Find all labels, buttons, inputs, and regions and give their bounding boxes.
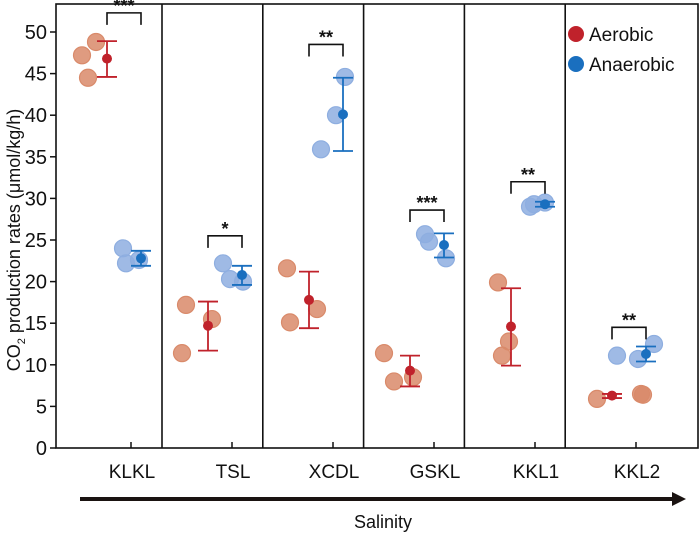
data-point: [488, 273, 508, 292]
y-tick-label: 45: [25, 64, 47, 86]
x-axis: KLKL TSL XCDL GSKL KKL1 KKL2: [109, 442, 660, 483]
data-point: [213, 254, 233, 273]
x-tick-label: XCDL: [309, 462, 360, 483]
data-point: [280, 313, 300, 332]
y-axis-title-post: production rates (μmol/kg/h): [4, 109, 24, 338]
data-point: [633, 385, 653, 404]
x-tick-label: TSL: [216, 462, 251, 483]
mean-point: [405, 365, 415, 376]
significance-label: ***: [113, 0, 134, 16]
y-tick-label: 40: [25, 105, 47, 127]
significance-bracket: [207, 235, 243, 248]
data-point: [607, 346, 627, 365]
y-tick-label: 25: [25, 230, 47, 252]
data-point: [172, 344, 192, 363]
legend-marker-aerobic: [568, 26, 584, 42]
significance-brackets: *************: [106, 0, 647, 340]
mean-point: [607, 390, 617, 401]
plot-frame: [55, 3, 699, 449]
y-axis-title: CO2 production rates (μmol/kg/h): [4, 109, 28, 372]
legend-marker-anaerobic: [568, 56, 584, 72]
data-point: [419, 232, 439, 251]
data-point: [374, 344, 394, 363]
mean-point: [102, 53, 112, 64]
significance-label: **: [521, 165, 535, 185]
mean-point: [439, 239, 449, 250]
significance-bracket: [106, 12, 142, 25]
data-point: [492, 346, 512, 365]
x-tick-label: KKL2: [614, 462, 660, 483]
data-point: [176, 295, 196, 314]
y-tick-label: 20: [25, 272, 47, 294]
mean-point: [136, 253, 146, 264]
data-point: [644, 334, 664, 354]
y-tick-label: 10: [25, 355, 47, 377]
y-axis-title-pre: CO: [4, 344, 24, 371]
x-axis-title: Salinity: [354, 512, 412, 532]
y-tick-label: 30: [25, 188, 47, 210]
data-marks: [72, 32, 664, 409]
data-point: [72, 46, 92, 65]
significance-bracket: [409, 209, 445, 223]
mean-point: [338, 109, 348, 120]
x-tick-label: GSKL: [410, 462, 461, 483]
y-tick-label: 50: [25, 22, 47, 44]
significance-label: ***: [416, 193, 437, 213]
y-tick-label: 15: [25, 313, 47, 335]
mean-point: [540, 199, 550, 210]
salinity-arrow-head: [672, 492, 686, 506]
mean-point: [237, 269, 247, 280]
significance-bracket: [510, 180, 546, 194]
data-point: [113, 239, 133, 258]
y-tick-label: 5: [36, 396, 47, 418]
series-anaerobic: [113, 67, 664, 369]
y-axis-title-sub: 2: [16, 338, 28, 344]
significance-label: **: [319, 27, 333, 47]
legend: Aerobic Anaerobic: [568, 25, 675, 76]
legend-label-anaerobic: Anaerobic: [589, 55, 675, 76]
y-tick-label: 0: [36, 438, 47, 460]
legend-label-aerobic: Aerobic: [589, 25, 653, 46]
x-tick-label: KKL1: [513, 462, 559, 483]
data-point: [311, 140, 331, 159]
significance-label: **: [622, 310, 636, 330]
significance-bracket: [611, 326, 647, 340]
plot-border: [55, 3, 699, 449]
data-point: [78, 68, 98, 87]
y-tick-label: 35: [25, 147, 47, 169]
x-tick-label: KLKL: [109, 462, 155, 483]
mean-point: [641, 348, 651, 359]
y-axis: 0 5 10 15 20 25 30 35 40 45 50: [25, 22, 56, 460]
mean-point: [506, 321, 516, 332]
significance-bracket: [308, 43, 344, 57]
series-aerobic: [72, 32, 653, 409]
mean-point: [203, 320, 213, 331]
mean-point: [304, 294, 314, 305]
data-point: [384, 372, 404, 391]
significance-label: *: [221, 219, 228, 239]
data-point: [277, 259, 297, 278]
